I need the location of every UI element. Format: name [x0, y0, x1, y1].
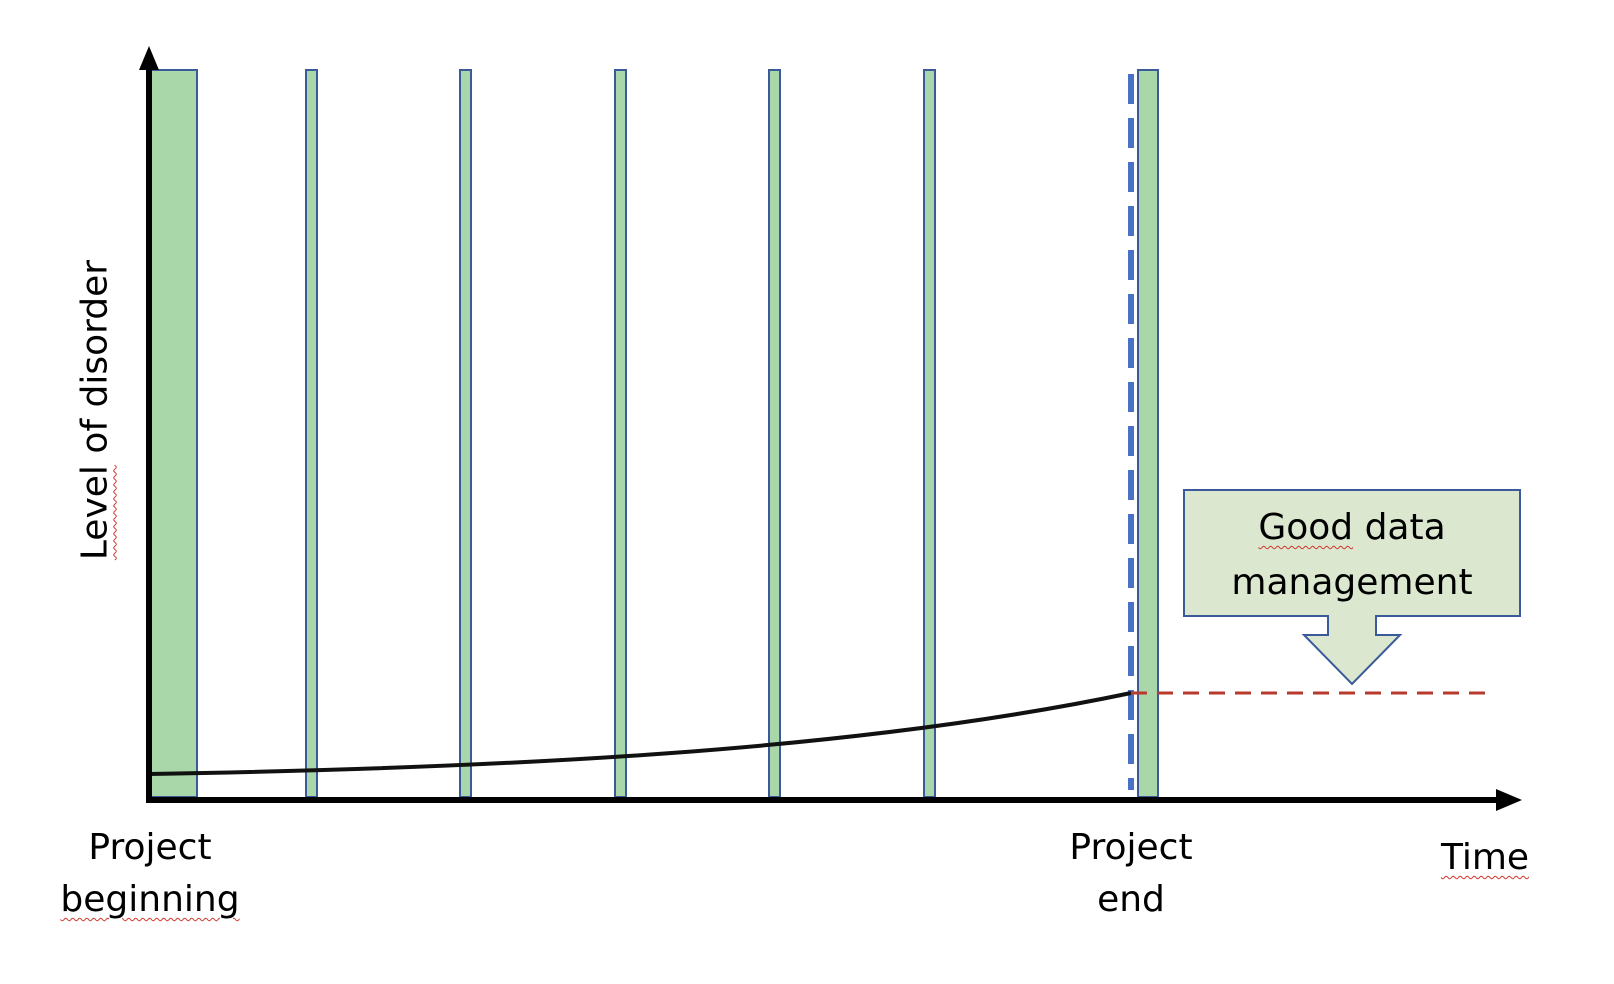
milestone-bar-6 — [923, 69, 936, 798]
milestone-bar-5 — [768, 69, 781, 798]
project-beginning-line1: Project — [88, 827, 212, 868]
y-axis-label: Level of disorder — [75, 260, 116, 560]
callout-line1-word1: Good — [1258, 507, 1354, 548]
x-axis-arrowhead — [1496, 789, 1522, 811]
project-end-line1: Project — [1069, 827, 1193, 868]
callout-line2: management — [1231, 562, 1473, 603]
callout-text: Good data management — [1180, 500, 1524, 610]
callout-line1: Good data — [1180, 500, 1524, 555]
milestone-bar-4 — [614, 69, 627, 798]
disorder-curve — [149, 691, 1132, 776]
milestone-bar-3 — [459, 69, 472, 798]
project-beginning-line2: beginning — [60, 879, 240, 920]
project-beginning-label: Project beginning — [40, 822, 260, 926]
milestone-bar-end — [1137, 69, 1159, 798]
milestone-bar-2 — [305, 69, 318, 798]
callout-box — [1183, 489, 1521, 686]
y-axis-label-word1: Level — [74, 465, 116, 561]
x-axis-label: Time — [1440, 837, 1530, 878]
callout-line1-rest: data — [1353, 507, 1446, 548]
y-axis-label-rest: of disorder — [74, 259, 116, 466]
y-axis-arrowhead — [139, 46, 159, 70]
project-end-label: Project end — [1030, 822, 1232, 926]
milestone-bar-start — [149, 69, 198, 798]
project-end-line2: end — [1097, 879, 1165, 920]
